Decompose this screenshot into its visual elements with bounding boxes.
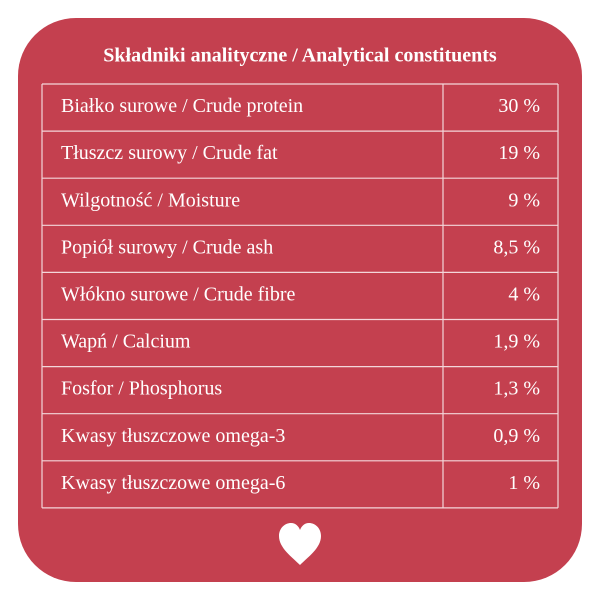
constituent-value: 1,3 % <box>493 378 540 400</box>
constituent-value: 4 % <box>508 284 540 306</box>
constituent-name: Kwasy tłuszczowe omega-6 <box>61 472 285 494</box>
constituent-value: 0,9 % <box>493 425 540 447</box>
constituent-value: 30 % <box>498 95 540 117</box>
constituent-value: 1,9 % <box>493 331 540 353</box>
constituent-name: Wilgotność / Moisture <box>61 189 240 211</box>
constituent-name: Popiół surowy / Crude ash <box>61 236 273 258</box>
constituent-name: Białko surowe / Crude protein <box>61 95 303 117</box>
constituent-value: 1 % <box>508 472 540 494</box>
constituent-name: Wapń / Calcium <box>61 331 191 353</box>
constituent-value: 9 % <box>508 189 540 211</box>
heart-icon <box>279 523 321 565</box>
constituent-name: Włókno surowe / Crude fibre <box>61 284 296 306</box>
constituent-name: Fosfor / Phosphorus <box>61 378 222 400</box>
table-grid: Białko surowe / Crude protein 30 % Tłuszcz… <box>41 83 559 509</box>
table-title: Składniki analityczne / Analytical const… <box>103 45 497 67</box>
card-background <box>18 18 582 582</box>
constituent-name: Tłuszcz surowy / Crude fat <box>61 142 278 164</box>
constituent-name: Kwasy tłuszczowe omega-3 <box>61 425 285 447</box>
constituent-value: 19 % <box>498 142 540 164</box>
constituent-value: 8,5 % <box>493 236 540 258</box>
